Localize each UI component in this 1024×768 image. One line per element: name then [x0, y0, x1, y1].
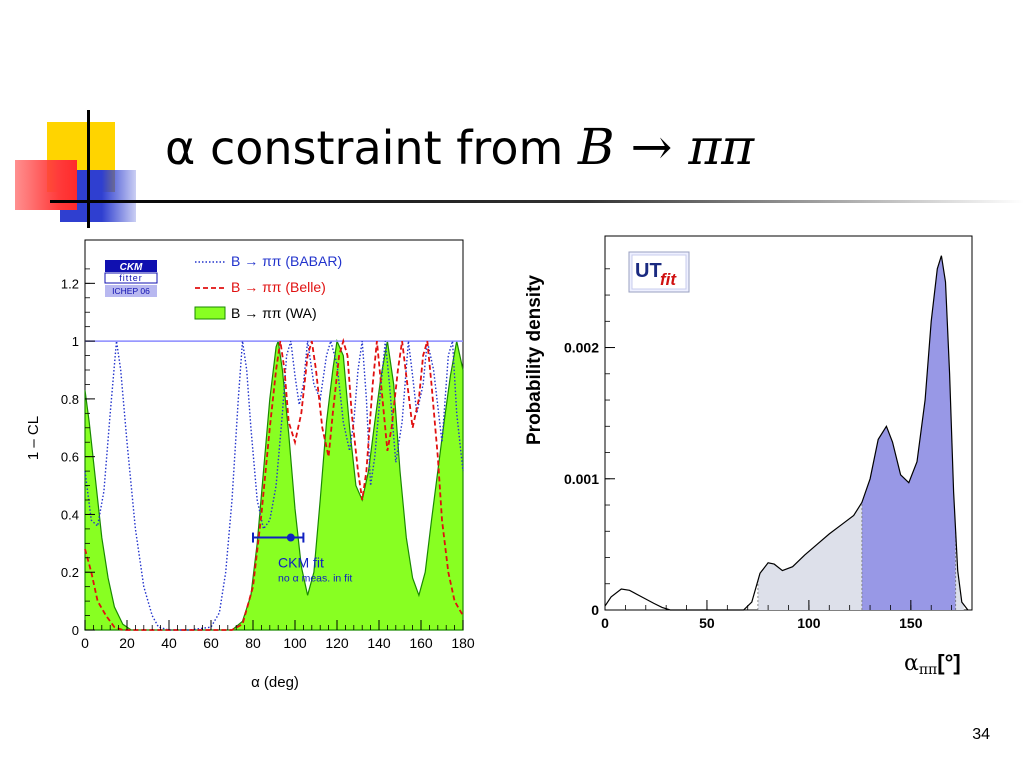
legend-swatch-wa: [194, 306, 226, 320]
utfit-logo-sub: fit: [660, 270, 677, 289]
y-tick-label: 0: [72, 623, 79, 638]
x-tick-label: 0: [81, 635, 89, 651]
legend-label-babar: B → ππ (BABAR): [231, 253, 342, 269]
y-tick-label: 0.002: [564, 340, 599, 356]
y-tick-label: 0.6: [61, 450, 79, 465]
y-tick-label: 0.2: [61, 565, 79, 580]
x-axis-label: αππ[°]: [904, 650, 961, 678]
y-axis-label: 1 – CL: [25, 416, 42, 460]
x-axis-label-unit: [°]: [937, 650, 960, 675]
x-tick-label: 100: [283, 635, 307, 651]
logo-line2: fitter: [119, 273, 143, 283]
utfit-logo-main: UT: [635, 260, 662, 282]
right-chart-utfit: 0 50 100 150 0 0.001 0.002 Probability density α…: [524, 235, 973, 678]
legend-label-belle: B → ππ (Belle): [231, 279, 326, 295]
series-belle-line: [84, 337, 464, 631]
x-tick-label: 80: [245, 635, 261, 651]
logo-band: [105, 285, 157, 297]
left-chart-ckmfitter: 0 20 40 60 80 100 120 140 160 180 0 0.2 0.4 0.6 0.8 1 1.…: [25, 239, 475, 691]
y-tick-label: 0.001: [564, 471, 599, 487]
x-tick-label: 60: [203, 635, 219, 651]
page-title: α constraint from B → ππ: [165, 118, 754, 176]
x-tick-label: 140: [367, 635, 391, 651]
logo-box: [104, 272, 158, 284]
x-axis-label-sub: ππ: [919, 662, 937, 678]
x-tick-label: 40: [161, 635, 177, 651]
x-tick-label: 20: [119, 635, 135, 651]
title-text: α constraint from: [165, 121, 578, 175]
x-axis-label-main: α: [904, 651, 919, 676]
page-number: 34: [972, 726, 990, 743]
legend-label-wa: B → ππ (WA): [231, 305, 317, 321]
ckmfitter-logo: [105, 260, 157, 272]
x-tick-label: 0: [601, 615, 609, 631]
title-underline: [50, 200, 1024, 203]
logo-line3: ICHEP 06: [112, 286, 150, 296]
title-math: B → ππ: [577, 118, 755, 176]
probability-density-curve: [604, 255, 969, 611]
x-tick-label: 150: [899, 615, 923, 631]
y-tick-label: 0: [591, 602, 599, 618]
series-wa-area: [84, 338, 464, 631]
y-tick-label: 1: [72, 334, 79, 349]
x-tick-label: 180: [451, 635, 475, 651]
probability-band-2: [955, 531, 964, 610]
ckm-fit-sublabel: no α meas. in fit: [278, 573, 352, 585]
ckm-fit-label: CKM fit: [278, 555, 324, 571]
y-tick-label: 0.4: [61, 507, 79, 522]
utfit-logo-inner: [631, 254, 687, 290]
y-tick-label: 1.2: [61, 276, 79, 291]
ckm-fit-point: [286, 533, 295, 542]
logo-line1: CKM: [120, 262, 143, 273]
y-tick-label: 0.8: [61, 392, 79, 407]
x-axis-label: α (deg): [251, 674, 299, 691]
x-tick-label: 120: [325, 635, 349, 651]
x-tick-label: 160: [409, 635, 433, 651]
deco-vertical-line: [87, 110, 90, 228]
probability-band-1: [861, 255, 956, 610]
x-tick-label: 50: [699, 615, 715, 631]
x-tick-label: 100: [797, 615, 821, 631]
y-axis-label: Probability density: [524, 275, 545, 445]
